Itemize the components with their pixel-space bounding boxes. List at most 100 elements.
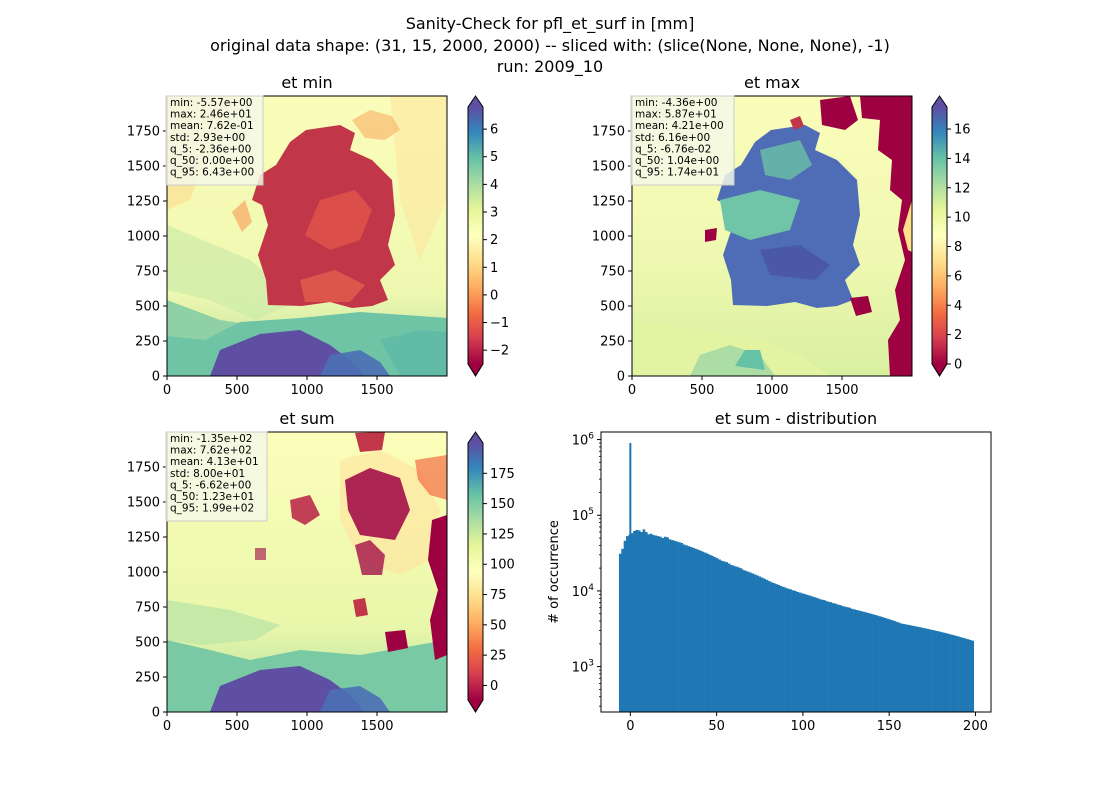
colorbar-tick-label: 75 [490,588,507,603]
histogram-bar [836,604,840,712]
histogram-bar [869,613,873,712]
x-tick-label: 1500 [360,719,393,734]
x-tick-label: 0 [628,383,636,398]
histogram-bar [950,634,953,712]
y-tick-label: 0 [152,370,160,385]
histogram-bar [838,605,842,712]
histogram-bar [687,546,691,712]
y-tick-label: 106 [572,432,595,449]
stats-line: max: 2.46e+01 [170,109,252,121]
histogram-bar [720,560,724,712]
colorbar: 0 25 50 75 100 125 150 175 [467,431,515,713]
stats-line: max: 7.62e+02 [170,445,252,457]
histogram-bar [817,598,821,712]
x-tick-label: 200 [963,719,988,734]
stats-line: q_5: -2.36e+00 [170,143,251,155]
x-tick-label: 150 [877,719,902,734]
x-tick-label: 500 [225,719,250,734]
histogram-bar [718,559,721,712]
heatmap-image [167,432,447,712]
histogram-bar [642,529,646,712]
y-tick-label: 500 [135,300,160,315]
y-tick-label: 250 [600,335,625,350]
histogram-bar [685,545,688,712]
histogram-bar [675,541,679,712]
histogram-bar [725,562,729,712]
histogram-bar [890,620,894,712]
histogram-bar [819,599,823,712]
histogram-bar [829,602,833,712]
histogram-bar [872,614,875,712]
histogram-bar [758,576,762,712]
stats-line: max: 5.87e+01 [635,109,717,121]
panel-title: et max [744,73,800,92]
colorbar-tick-label: 1 [490,261,498,276]
colorbar-tick-label: 5 [490,150,498,165]
histogram-bar [699,550,703,712]
histogram-bar [959,637,963,712]
histogram-bar [808,595,811,712]
panel-et-sum: et sum 0 500 1000 1500025050075010001250150… [127,409,515,734]
histogram-bar [668,539,672,712]
histogram-bar [957,636,960,712]
histogram-bar [860,611,863,712]
colorbar: 0 2 4 6 8 10 12 14 16 [931,95,971,377]
histogram-bar [772,583,776,712]
histogram-bar [945,633,949,712]
stats-line: std: 6.16e+00 [635,132,710,144]
y-tick-label: 750 [135,601,160,616]
y-tick-label: 750 [135,265,160,280]
colorbar-tick-label: 2 [954,328,962,343]
histogram-bar [952,635,956,712]
colorbar-tick-label: 6 [490,123,498,138]
figure-title-line-2: original data shape: (31, 15, 2000, 2000… [210,36,890,55]
colorbar-tick-label: 2 [490,233,498,248]
y-tick-label: 250 [135,335,160,350]
stats-line: q_5: -6.62e+00 [170,479,251,491]
histogram-bar [697,549,700,712]
histogram-bar [637,530,641,712]
histogram-bar [623,540,627,712]
histogram-bar [803,594,807,712]
axis-ticks: 0 500 1000 1500 0 250 500 750 1000 1250 1500 1750 [127,461,394,735]
histogram-bar [727,563,731,712]
histogram-bar [630,533,634,712]
histogram-bar [760,577,764,712]
y-tick-label: 500 [135,636,160,651]
histogram-bar [661,538,665,712]
y-tick-label: 250 [135,671,160,686]
colorbar-tick-label: −1 [490,316,509,331]
colorbar-tick-label: 125 [490,527,515,542]
histogram-bar [715,558,719,712]
stats-line: min: -4.36e+00 [635,97,717,109]
histogram-bar [701,551,705,712]
colorbar-tick-label: 14 [954,152,971,167]
histogram-bar [942,632,946,712]
histogram-bar [784,587,788,712]
histogram-bar [853,609,856,712]
x-tick-label: 1000 [290,383,323,398]
panel-title: et sum [279,409,334,428]
axis-ticks: 0 500 1000 1500 0 250 500 750 1000 1250 1500 1750 [592,125,859,399]
histogram-bar [786,588,790,712]
histogram-bar [801,593,804,712]
histogram-bar [734,566,738,712]
histogram-bar [777,584,781,712]
histogram-bar [666,537,669,712]
colorbar-tick-label: 25 [490,649,507,664]
histogram-bar [732,565,736,712]
histogram-bar [779,586,783,712]
histogram-bar [706,553,710,712]
histogram-bar [805,594,809,712]
histogram-bar [678,542,681,712]
histogram-bar [770,582,773,712]
histogram-bar [689,547,693,712]
histogram-bar [893,621,896,712]
histogram-bars [618,443,975,712]
histogram-bar [857,610,861,712]
y-tick-label: 500 [600,300,625,315]
histogram-bar [711,555,714,712]
histogram-bar [961,637,965,712]
colorbar-tick-label: 16 [954,123,971,138]
histogram-bar [902,624,906,712]
